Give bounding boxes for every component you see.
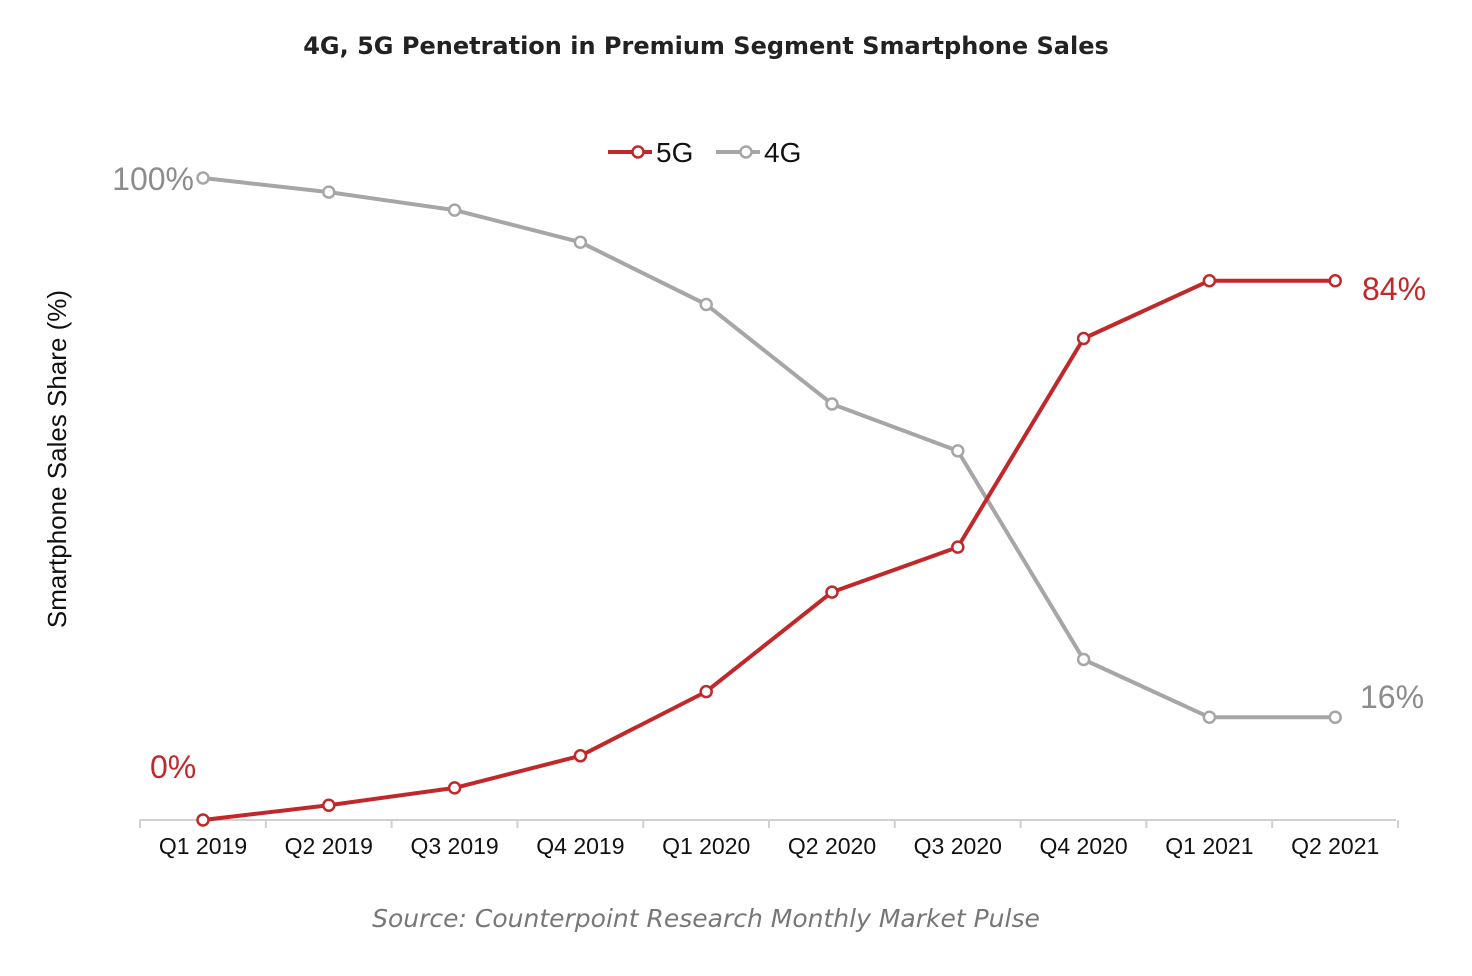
data-point-5g [322, 798, 336, 812]
series-lines [201, 176, 1338, 822]
series-markers [196, 171, 1342, 827]
x-tick-label: Q2 2020 [788, 833, 876, 859]
start-label-5g: 0% [150, 749, 196, 785]
x-tick-label: Q4 2019 [536, 833, 624, 859]
x-tick-label: Q1 2019 [159, 833, 247, 859]
data-point-4g [825, 397, 839, 411]
data-point-5g [196, 813, 210, 827]
start-label-4g: 100% [112, 161, 194, 197]
data-point-4g [196, 171, 210, 185]
data-point-5g [951, 540, 965, 554]
source-note: Source: Counterpoint Research Monthly Ma… [372, 904, 1040, 933]
x-axis: Q1 2019 Q2 2019 Q3 2019 Q4 2019 Q1 2020 Q2 20… [139, 819, 1399, 859]
x-tick-label: Q3 2019 [410, 833, 498, 859]
data-point-4g [1328, 710, 1342, 725]
data-point-5g [1328, 273, 1342, 288]
series-line-5g [201, 278, 1338, 822]
data-point-5g [825, 585, 839, 599]
legend: 5G 4G [608, 137, 801, 168]
x-tick-label: Q3 2020 [914, 833, 1002, 859]
data-point-5g [1076, 331, 1091, 346]
legend-label-4g: 4G [764, 137, 801, 168]
legend-label-5g: 5G [656, 137, 693, 168]
data-point-5g [573, 749, 588, 763]
end-label-5g: 84% [1362, 271, 1426, 307]
data-point-4g [1202, 710, 1217, 725]
end-label-4g: 16% [1360, 679, 1424, 715]
y-axis-label: Smartphone Sales Share (%) [42, 290, 72, 628]
legend-marker-4g [739, 145, 753, 159]
data-point-5g [1202, 273, 1217, 288]
data-point-4g [573, 235, 588, 249]
x-tick-label: Q1 2021 [1165, 833, 1253, 859]
data-point-4g [322, 185, 336, 199]
x-tick-label: Q2 2019 [285, 833, 373, 859]
data-point-4g [1076, 652, 1091, 667]
x-tick-label: Q1 2020 [662, 833, 750, 859]
chart-title: 4G, 5G Penetration in Premium Segment Sm… [303, 32, 1109, 60]
data-point-4g [699, 297, 713, 312]
data-point-5g [699, 684, 713, 699]
data-point-5g [447, 781, 462, 795]
data-point-4g [447, 203, 462, 217]
x-tick-label: Q4 2020 [1039, 833, 1127, 859]
data-point-4g [951, 444, 965, 458]
end-labels: 100% 0% 84% 16% [112, 161, 1426, 785]
series-line-4g [201, 176, 1338, 720]
legend-marker-5g [631, 145, 645, 159]
x-tick-label: Q2 2021 [1291, 833, 1379, 859]
